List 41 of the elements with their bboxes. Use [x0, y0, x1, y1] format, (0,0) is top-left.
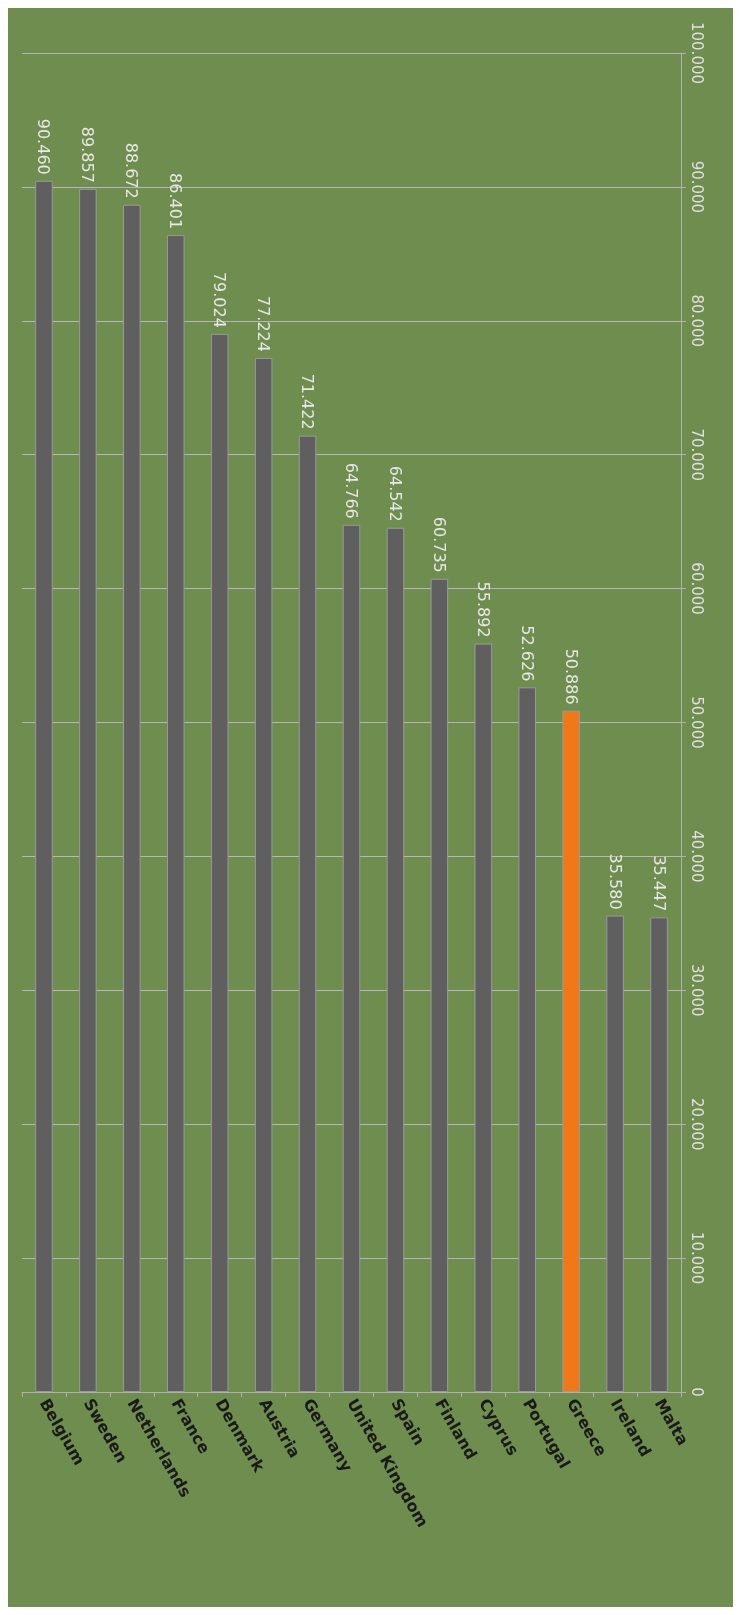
y-tick-label: 0 [687, 1387, 706, 1397]
data-label: 90.460 [34, 118, 54, 175]
bar [254, 357, 273, 1392]
y-tick-label: 30.000 [687, 964, 706, 1017]
data-label: 50.886 [561, 648, 581, 705]
y-tick-label: 40.000 [687, 830, 706, 883]
data-label: 77.224 [254, 295, 274, 352]
bar [650, 917, 668, 1392]
bar [562, 710, 580, 1392]
bar [430, 578, 449, 1392]
bar [518, 687, 537, 1392]
bar [342, 524, 361, 1392]
data-label: 35.447 [649, 855, 669, 912]
data-label: 64.542 [385, 465, 405, 522]
data-label: 88.672 [122, 142, 142, 199]
y-tick-label: 10.000 [687, 1231, 706, 1285]
bar [210, 333, 229, 1392]
data-label: 55.892 [473, 581, 493, 638]
y-tick-label: 100.000 [687, 21, 706, 85]
y-tick-label: 60.000 [687, 562, 706, 615]
bar [474, 643, 493, 1392]
bar [386, 527, 405, 1392]
y-tick-label: 80.000 [687, 294, 706, 348]
bar [298, 435, 317, 1392]
data-label: 35.580 [605, 853, 625, 910]
bar [35, 180, 53, 1392]
data-label: 71.422 [298, 373, 318, 430]
y-tick-label: 20.000 [687, 1097, 706, 1151]
data-label: 86.401 [166, 173, 186, 230]
y-tick-label: 50.000 [687, 696, 706, 749]
data-label: 79.024 [210, 271, 230, 328]
bar [79, 188, 97, 1392]
bar [606, 915, 624, 1392]
data-label: 89.857 [78, 126, 98, 183]
data-label: 64.766 [342, 462, 361, 519]
y-tick-label: 70.000 [687, 428, 706, 481]
bar [166, 235, 185, 1392]
data-label: 52.626 [517, 625, 537, 682]
bar [123, 204, 141, 1392]
y-tick-label: 90.000 [687, 160, 706, 214]
data-label: 60.735 [429, 516, 449, 573]
